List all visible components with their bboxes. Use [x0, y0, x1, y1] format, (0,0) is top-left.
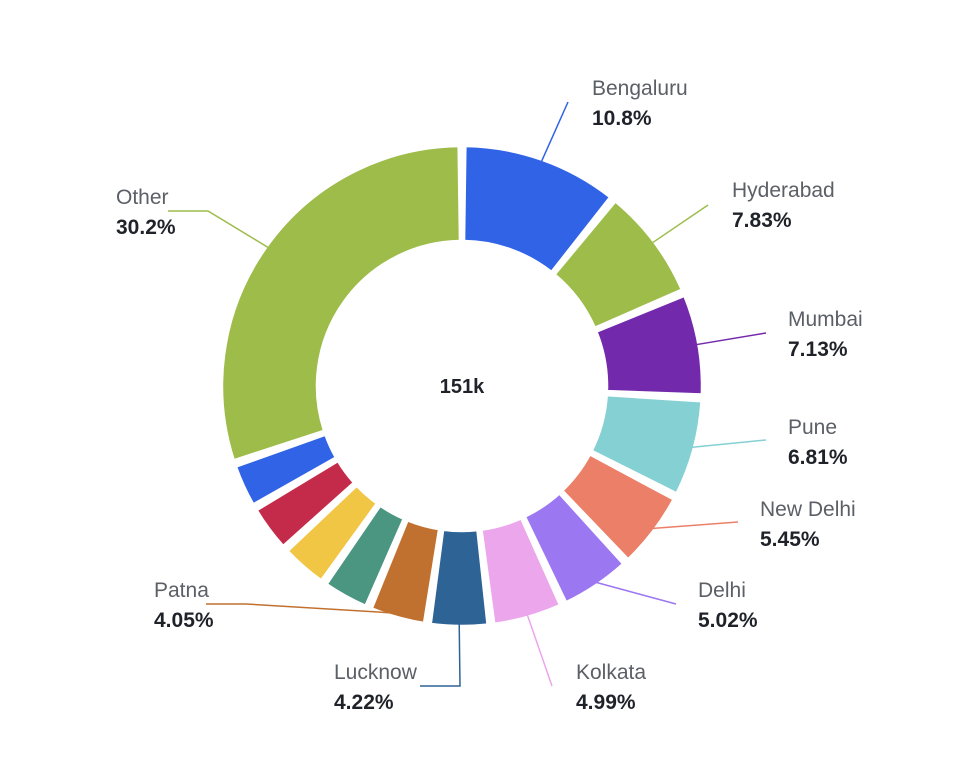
donut-slices [220, 144, 704, 628]
leader-line-other [168, 210, 271, 250]
leader-line-delhi [593, 581, 677, 605]
leader-line-patna [206, 603, 399, 615]
slice-kolkata[interactable] [480, 517, 562, 626]
slice-pune[interactable] [590, 393, 703, 495]
slice-percent-pune: 6.81% [788, 446, 848, 469]
slice-label-pune: Pune [788, 416, 837, 439]
slice-percent-new-delhi: 5.45% [760, 528, 820, 551]
slice-label-bengaluru: Bengaluru [592, 77, 688, 100]
slice-delhi[interactable] [523, 492, 625, 604]
leader-line-kolkata [525, 612, 553, 687]
slice-hyderabad[interactable] [553, 200, 684, 330]
slice-percent-lucknow: 4.22% [334, 691, 394, 714]
leader-line-hyderabad [650, 204, 709, 245]
leader-line-pune [689, 439, 767, 449]
slice-labels: Bengaluru 10.8% Hyderabad 7.83% Mumbai 7.13% P… [116, 77, 863, 714]
center-total-label: 151k [440, 376, 485, 398]
slice-bengaluru[interactable] [462, 144, 612, 274]
leader-line-new-delhi [649, 521, 739, 530]
slice-percent-bengaluru: 10.8% [592, 107, 652, 130]
slice-percent-hyderabad: 7.83% [732, 209, 792, 232]
slice-unlabeled-11[interactable] [255, 459, 356, 548]
slice-unlabeled-12[interactable] [234, 433, 338, 506]
slice-label-patna: Patna [154, 579, 209, 602]
leader-line-mumbai [694, 332, 767, 346]
slice-unlabeled-9[interactable] [325, 504, 406, 608]
slice-unlabeled-10[interactable] [286, 484, 379, 582]
slice-percent-kolkata: 4.99% [576, 691, 636, 714]
slice-new-delhi[interactable] [561, 453, 675, 561]
slice-label-lucknow: Lucknow [334, 661, 418, 684]
slice-label-other: Other [116, 186, 169, 209]
slice-lucknow[interactable] [429, 528, 489, 628]
leader-line-bengaluru [539, 101, 569, 164]
leader-lines [168, 101, 767, 687]
slice-label-kolkata: Kolkata [576, 661, 646, 684]
leader-line-lucknow [420, 621, 461, 687]
slice-mumbai[interactable] [595, 294, 704, 396]
slice-label-mumbai: Mumbai [788, 308, 863, 331]
slice-percent-mumbai: 7.13% [788, 338, 848, 361]
slice-percent-patna: 4.05% [154, 609, 214, 632]
slice-label-delhi: Delhi [698, 579, 746, 602]
slice-other[interactable] [220, 144, 462, 462]
slice-patna[interactable] [370, 519, 441, 625]
slice-label-hyderabad: Hyderabad [732, 179, 835, 202]
slice-percent-other: 30.2% [116, 216, 176, 239]
slice-percent-delhi: 5.02% [698, 609, 758, 632]
slice-label-new-delhi: New Delhi [760, 498, 856, 521]
